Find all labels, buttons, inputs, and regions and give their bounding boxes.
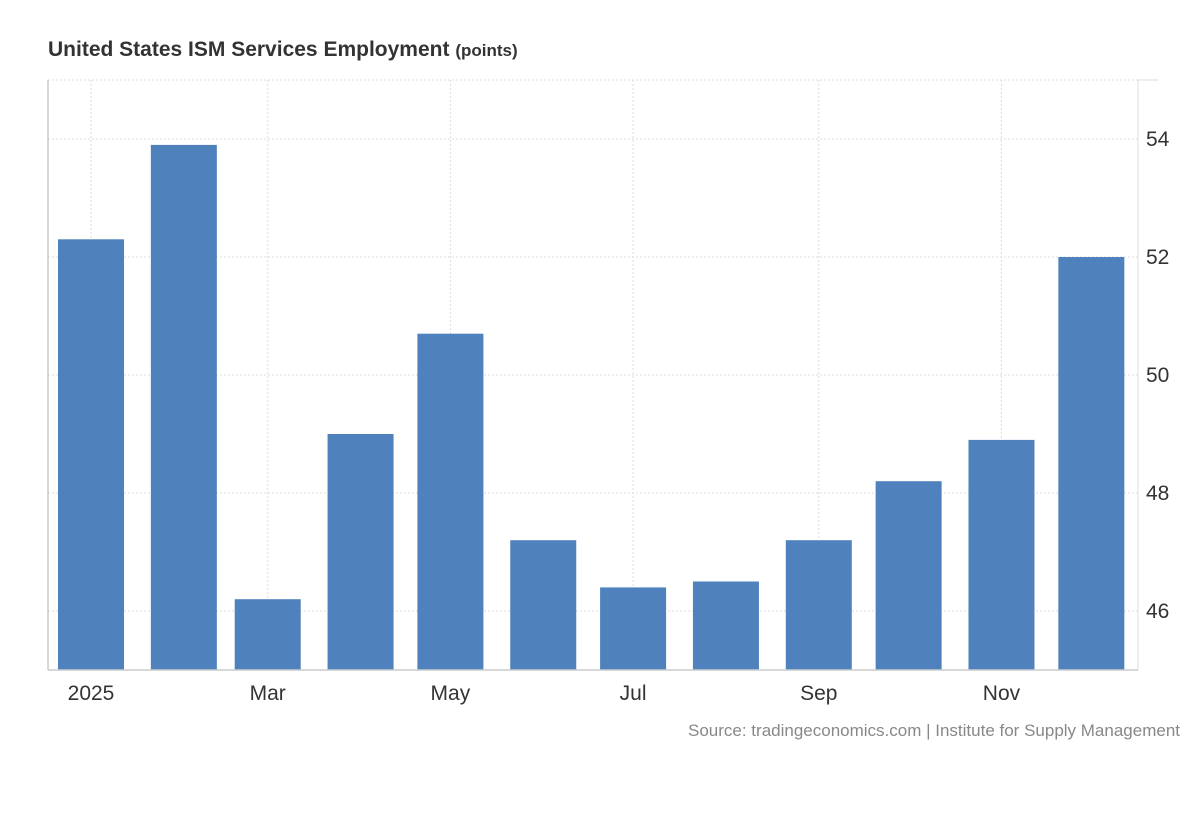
x-tick-label: Sep <box>800 682 837 705</box>
bar-2025-10 <box>875 481 942 670</box>
y-tick-label: 54 <box>1146 128 1170 151</box>
bar-2025-12 <box>1058 257 1125 670</box>
bar-2025-07 <box>600 587 667 670</box>
y-tick-label: 52 <box>1146 246 1169 269</box>
bar-2025-08 <box>692 581 759 670</box>
chart-title: United States ISM Services Employment (p… <box>48 38 518 62</box>
title-text: United States ISM Services Employment <box>48 38 450 61</box>
x-tick-label: Nov <box>983 682 1021 705</box>
unit-label: (points) <box>455 41 518 60</box>
x-tick-label: Mar <box>250 682 286 705</box>
bar-2025-05 <box>417 333 484 670</box>
x-tick-label: 2025 <box>68 682 115 705</box>
y-tick-label: 48 <box>1146 482 1169 505</box>
y-tick-label: 50 <box>1146 364 1169 387</box>
x-tick-label: May <box>431 682 471 705</box>
bar-2025-02 <box>150 144 217 670</box>
x-tick-label: Jul <box>620 682 647 705</box>
bar-2025-03 <box>234 599 301 670</box>
y-tick-label: 46 <box>1146 600 1169 623</box>
bar-2025-06 <box>510 540 577 670</box>
bar-2025-04 <box>327 434 394 670</box>
bar-2025-09 <box>785 540 852 670</box>
source-text: Source: tradingeconomics.com | Institute… <box>688 721 1180 740</box>
bar-2025-01 <box>58 239 124 671</box>
bar-2025-11 <box>968 439 1035 670</box>
